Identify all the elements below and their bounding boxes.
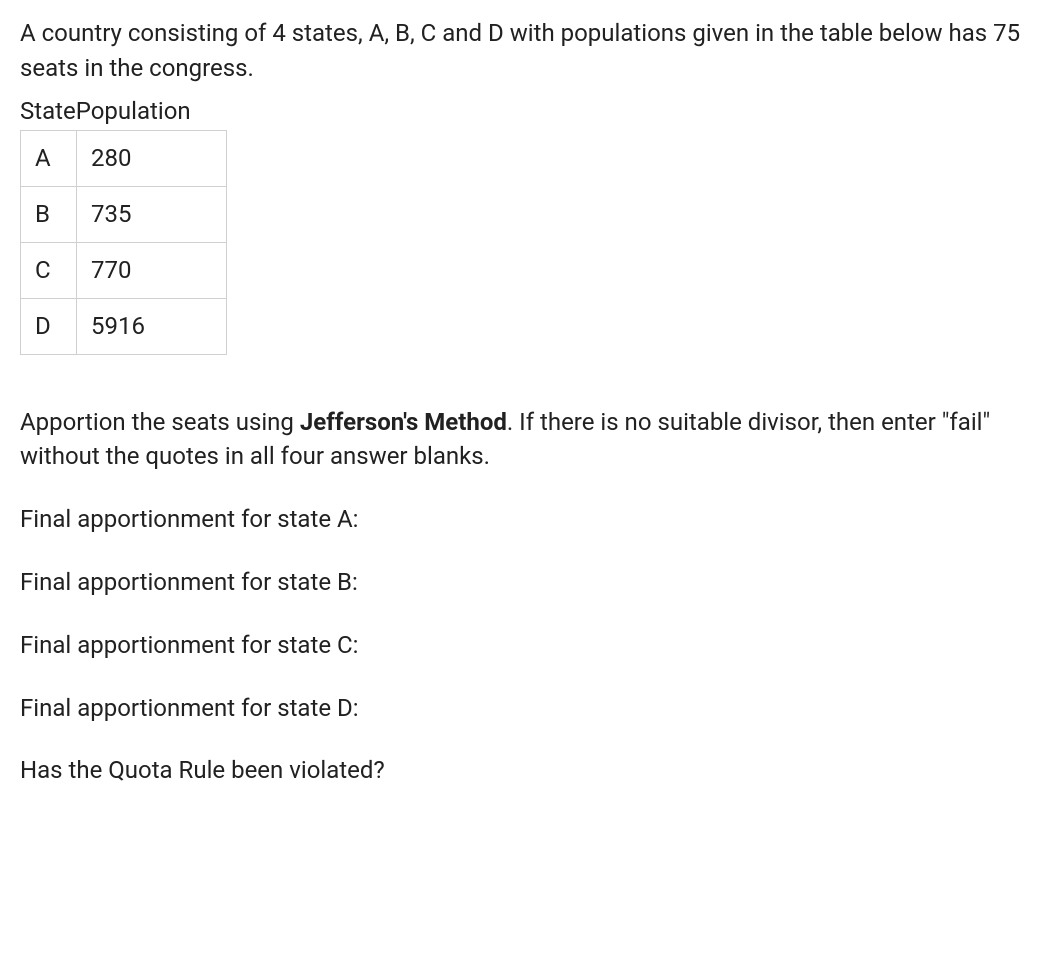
table-row: D 5916	[21, 298, 227, 354]
population-cell-d: 5916	[77, 298, 227, 354]
instruction-paragraph: Apportion the seats using Jefferson's Me…	[20, 405, 1025, 475]
header-population: Population	[76, 97, 191, 125]
population-cell-b: 735	[77, 187, 227, 243]
instruction-method-name: Jefferson's Method	[300, 408, 507, 436]
population-table: A 280 B 735 C 770 D 5916	[20, 130, 227, 354]
population-cell-a: 280	[77, 131, 227, 187]
instruction-prefix: Apportion the seats using	[20, 408, 300, 436]
table-row: C 770	[21, 242, 227, 298]
question-state-a: Final apportionment for state A:	[20, 502, 1025, 537]
question-state-d: Final apportionment for state D:	[20, 691, 1025, 726]
state-cell-a: A	[21, 131, 77, 187]
state-cell-d: D	[21, 298, 77, 354]
state-cell-c: C	[21, 242, 77, 298]
question-quota-rule: Has the Quota Rule been violated?	[20, 753, 1025, 788]
state-cell-b: B	[21, 187, 77, 243]
table-row: B 735	[21, 187, 227, 243]
table-row: A 280	[21, 131, 227, 187]
population-cell-c: 770	[77, 242, 227, 298]
header-state: State	[20, 97, 76, 125]
intro-paragraph: A country consisting of 4 states, A, B, …	[20, 16, 1025, 86]
question-state-b: Final apportionment for state B:	[20, 565, 1025, 600]
question-state-c: Final apportionment for state C:	[20, 628, 1025, 663]
table-header-row: StatePopulation	[20, 94, 1025, 129]
